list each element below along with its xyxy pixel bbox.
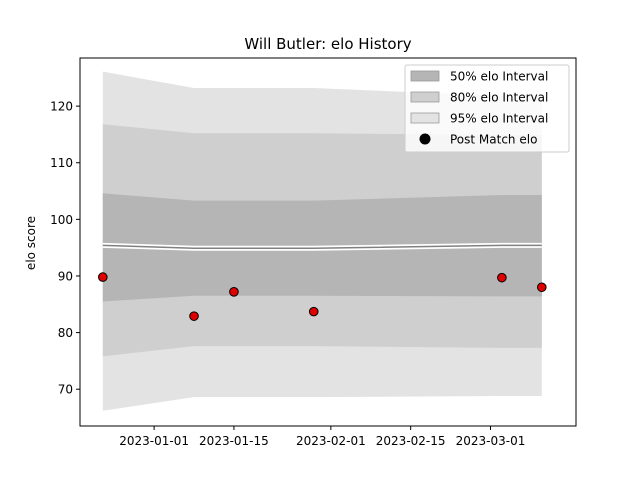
post-match-point xyxy=(497,272,507,283)
x-tick-label: 2023-02-15 xyxy=(376,434,446,448)
chart-title: Will Butler: elo History xyxy=(244,35,411,53)
legend-label: 95% elo Interval xyxy=(450,112,548,126)
mean-line-path xyxy=(102,244,542,249)
y-tick-label: 100 xyxy=(50,213,73,227)
legend-label: Post Match elo xyxy=(450,133,537,147)
y-tick-label: 120 xyxy=(50,100,73,114)
legend-label: 80% elo Interval xyxy=(450,91,548,105)
legend-swatch xyxy=(410,91,440,103)
x-tick-label: 2023-01-01 xyxy=(119,434,189,448)
post-match-point xyxy=(536,282,547,293)
legend-label: 50% elo Interval xyxy=(450,70,548,84)
axes: 70 80 90 100 110 120 2023-01-01 2023-01-15 2023-… xyxy=(50,57,577,448)
post-match-points xyxy=(98,272,547,321)
post-match-point xyxy=(189,311,199,321)
x-tick-label: 2023-02-01 xyxy=(296,434,366,448)
legend-swatch xyxy=(410,112,440,124)
y-tick-label: 90 xyxy=(58,269,73,283)
legend-marker xyxy=(419,133,431,145)
x-tick-label: 2023-01-15 xyxy=(199,434,269,448)
interval-bands xyxy=(102,71,542,411)
y-tick-label: 70 xyxy=(58,383,73,397)
x-tick-label: 2023-03-01 xyxy=(456,434,526,448)
legend-box xyxy=(404,64,570,153)
y-axis-label: elo score xyxy=(24,216,38,270)
plot-frame xyxy=(79,57,577,427)
legend-swatch xyxy=(410,70,440,82)
post-match-point xyxy=(98,272,108,282)
y-tick-label: 80 xyxy=(58,326,73,340)
y-tick-label: 110 xyxy=(50,156,73,170)
mean-line xyxy=(102,242,542,251)
post-match-point xyxy=(229,287,239,297)
post-match-point xyxy=(308,306,319,317)
legend: 50% elo Interval 80% elo Interval 95% elo … xyxy=(404,64,570,153)
